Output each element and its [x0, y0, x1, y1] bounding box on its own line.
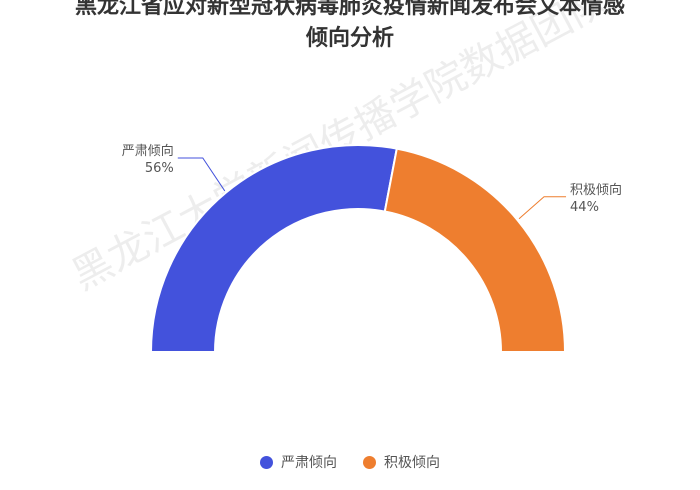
- slice-serious[interactable]: [149, 144, 398, 353]
- slice-positive[interactable]: [383, 147, 567, 353]
- legend-marker-positive: [363, 455, 376, 469]
- chart-title-line2: 倾向分析: [305, 26, 394, 51]
- data-label-serious: 56%: [145, 161, 174, 176]
- legend-item-serious[interactable]: 严肃倾向: [260, 452, 337, 472]
- legend: 严肃倾向 积极倾向: [0, 452, 700, 472]
- leader-line-serious: [177, 157, 226, 192]
- chart-title-line1: 黑龙江省应对新型冠状病毒肺炎疫情新闻发布会文本情感: [74, 0, 625, 19]
- legend-item-positive[interactable]: 积极倾向: [363, 452, 440, 472]
- category-label-positive: 积极倾向: [570, 182, 622, 198]
- category-label-serious: 严肃倾向: [122, 143, 174, 159]
- legend-marker-serious: [260, 455, 273, 469]
- leader-line-positive: [518, 196, 567, 220]
- legend-label-serious: 严肃倾向: [281, 455, 337, 471]
- legend-label-positive: 积极倾向: [384, 455, 440, 471]
- data-label-positive: 44%: [570, 200, 599, 215]
